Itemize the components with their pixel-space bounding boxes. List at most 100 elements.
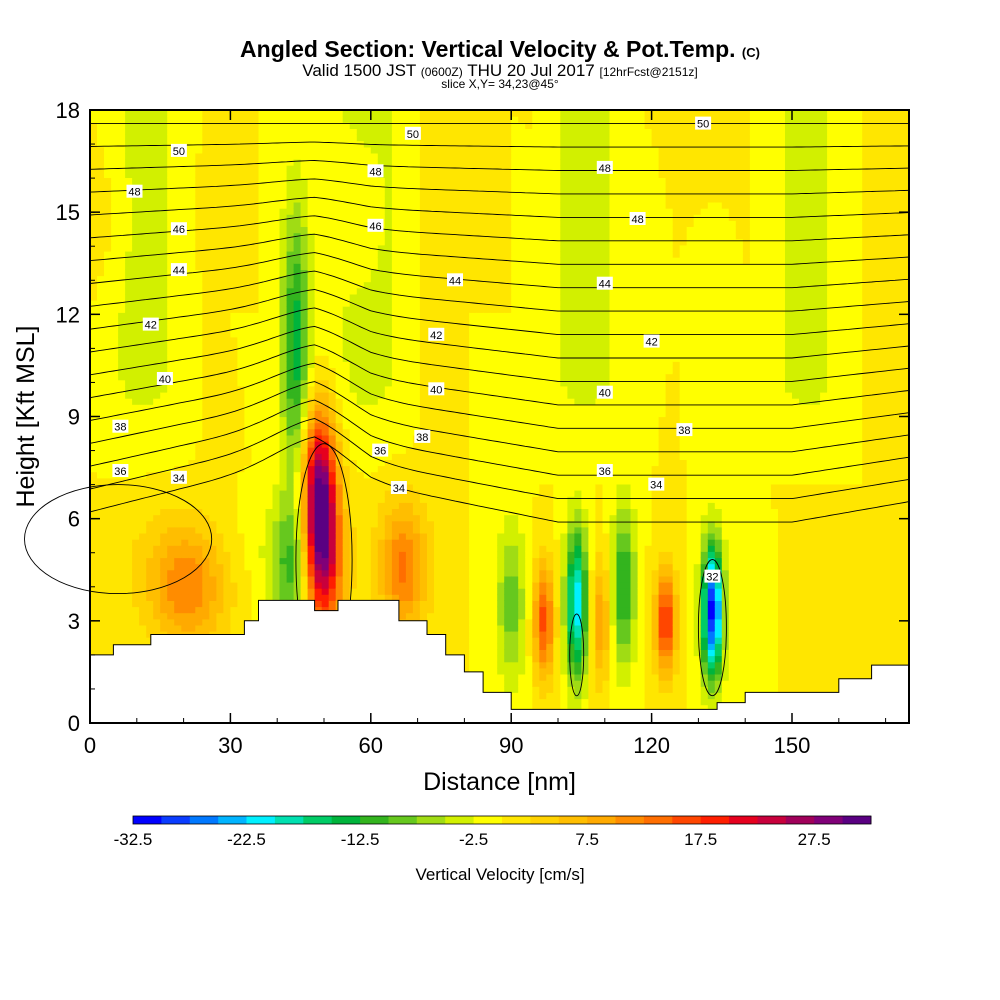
velocity-cell bbox=[391, 189, 400, 197]
velocity-cell bbox=[146, 195, 154, 203]
velocity-cell bbox=[104, 637, 112, 644]
velocity-cell bbox=[328, 183, 337, 191]
velocity-cell bbox=[279, 588, 288, 595]
velocity-cell bbox=[391, 557, 400, 565]
velocity-cell bbox=[272, 575, 281, 583]
velocity-cell bbox=[118, 637, 126, 644]
velocity-cell bbox=[104, 502, 112, 509]
velocity-cell bbox=[181, 422, 189, 430]
velocity-cell bbox=[405, 508, 414, 516]
velocity-cell bbox=[132, 226, 140, 234]
velocity-cell bbox=[419, 361, 428, 368]
velocity-cell bbox=[427, 275, 435, 283]
velocity-cell bbox=[118, 520, 126, 528]
velocity-cell bbox=[111, 588, 119, 595]
velocity-cell bbox=[328, 600, 337, 608]
velocity-cell bbox=[202, 594, 210, 601]
velocity-cell bbox=[307, 361, 316, 368]
velocity-cell bbox=[321, 287, 330, 295]
velocity-cell bbox=[321, 263, 330, 270]
velocity-cell bbox=[272, 165, 281, 172]
velocity-cell bbox=[223, 520, 231, 528]
velocity-cell bbox=[237, 373, 245, 381]
velocity-cell bbox=[132, 392, 140, 399]
velocity-cell bbox=[356, 195, 365, 203]
velocity-cell bbox=[335, 465, 344, 473]
velocity-cell bbox=[111, 373, 119, 381]
velocity-cell bbox=[377, 551, 386, 559]
velocity-cell bbox=[202, 563, 210, 571]
velocity-cell bbox=[160, 318, 168, 326]
velocity-cell bbox=[160, 624, 168, 632]
velocity-cell bbox=[349, 496, 358, 503]
velocity-cell bbox=[427, 514, 435, 522]
velocity-cell bbox=[90, 441, 98, 448]
velocity-cell bbox=[160, 336, 168, 344]
velocity-cell bbox=[244, 398, 252, 405]
velocity-cell bbox=[160, 330, 168, 338]
velocity-cell bbox=[97, 361, 105, 368]
velocity-cell bbox=[328, 398, 337, 405]
velocity-cell bbox=[342, 441, 351, 448]
velocity-cell bbox=[419, 533, 428, 540]
velocity-cell bbox=[293, 152, 302, 160]
velocity-cell bbox=[321, 159, 330, 166]
velocity-cell bbox=[118, 385, 126, 393]
velocity-cell bbox=[265, 300, 274, 307]
velocity-cell bbox=[104, 287, 112, 295]
velocity-cell bbox=[307, 582, 316, 589]
velocity-cell bbox=[230, 263, 238, 270]
velocity-cell bbox=[300, 122, 309, 129]
velocity-cell bbox=[286, 257, 295, 264]
velocity-cell bbox=[216, 281, 224, 289]
velocity-cell bbox=[251, 490, 260, 497]
velocity-cell bbox=[279, 226, 288, 234]
velocity-cell bbox=[153, 355, 161, 362]
velocity-cell bbox=[265, 594, 274, 601]
velocity-cell bbox=[349, 177, 358, 185]
velocity-cell bbox=[195, 159, 203, 166]
velocity-cell bbox=[104, 410, 112, 418]
velocity-cell bbox=[419, 263, 428, 270]
velocity-cell bbox=[132, 202, 140, 209]
velocity-cell bbox=[384, 410, 393, 418]
velocity-cell bbox=[209, 428, 217, 436]
velocity-cell bbox=[167, 134, 175, 142]
velocity-cell bbox=[335, 171, 344, 178]
velocity-cell bbox=[314, 281, 323, 289]
velocity-cell bbox=[363, 367, 372, 375]
velocity-cell bbox=[300, 441, 309, 448]
velocity-cell bbox=[139, 281, 147, 289]
velocity-cell bbox=[363, 496, 372, 503]
velocity-cell bbox=[265, 165, 274, 172]
velocity-cell bbox=[384, 477, 393, 485]
velocity-cell bbox=[405, 140, 414, 148]
velocity-cell bbox=[181, 416, 189, 424]
velocity-cell bbox=[181, 177, 189, 185]
velocity-cell bbox=[174, 293, 182, 301]
velocity-cell bbox=[335, 183, 344, 191]
velocity-cell bbox=[300, 257, 309, 264]
velocity-cell bbox=[300, 226, 309, 234]
velocity-cell bbox=[349, 526, 358, 534]
velocity-cell bbox=[244, 514, 252, 522]
velocity-cell bbox=[153, 244, 161, 252]
velocity-cell bbox=[300, 140, 309, 148]
velocity-cell bbox=[286, 483, 295, 491]
velocity-cell bbox=[377, 514, 386, 522]
velocity-cell bbox=[300, 392, 309, 399]
velocity-cell bbox=[363, 152, 372, 160]
velocity-cell bbox=[356, 189, 365, 197]
velocity-cell bbox=[363, 385, 372, 393]
velocity-cell bbox=[153, 269, 161, 277]
velocity-cell bbox=[188, 263, 196, 270]
velocity-cell bbox=[202, 410, 210, 418]
velocity-cell bbox=[314, 606, 323, 614]
velocity-cell bbox=[251, 263, 260, 270]
velocity-cell bbox=[272, 385, 281, 393]
velocity-cell bbox=[216, 533, 224, 540]
velocity-cell bbox=[293, 416, 302, 424]
velocity-cell bbox=[223, 508, 231, 516]
velocity-cell bbox=[160, 539, 168, 546]
velocity-cell bbox=[139, 349, 147, 356]
